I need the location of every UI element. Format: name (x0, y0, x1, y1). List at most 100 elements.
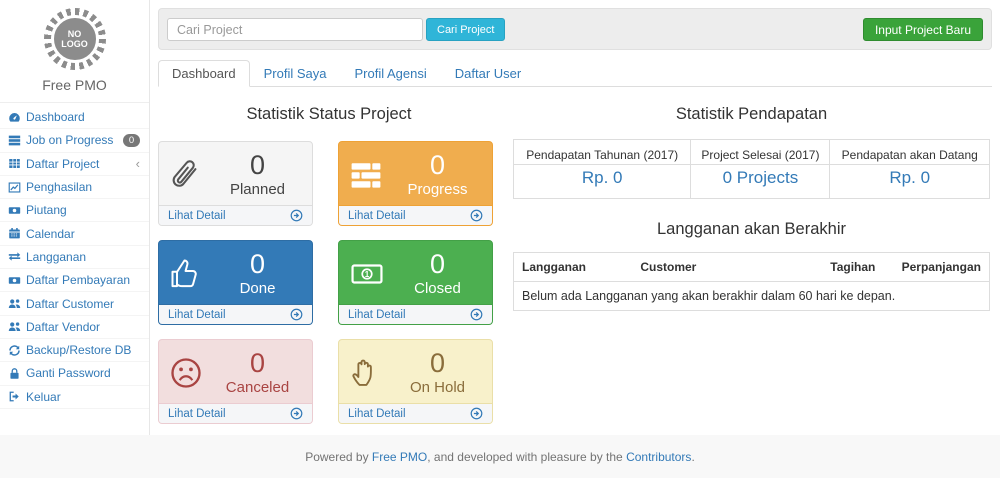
subscription-header-perpanjangan: Perpanjangan (893, 252, 990, 282)
done-detail-link[interactable]: Lihat Detail (159, 304, 312, 324)
sidebar-item-daftar-project[interactable]: Daftar Project ‹ (0, 153, 149, 176)
status-section: Statistik Status Project 0 Planned Lihat… (158, 97, 500, 424)
canceled-label: Canceled (225, 378, 290, 396)
income-yearly-value-link[interactable]: Rp. 0 (581, 168, 623, 187)
card-on-hold-body: 0 On Hold (339, 340, 492, 403)
sidebar-item-label: Backup/Restore DB (26, 343, 132, 358)
sidebar-item-langganan[interactable]: Langganan (0, 246, 149, 270)
sidebar-item-label: Job on Progress (26, 133, 114, 148)
canceled-detail-link[interactable]: Lihat Detail (159, 403, 312, 423)
subscription-header-tagihan: Tagihan (822, 252, 894, 282)
sidebar-item-label: Langganan (26, 249, 87, 264)
done-label: Done (239, 279, 276, 297)
canceled-count: 0 (249, 348, 266, 379)
sign-out-icon (9, 391, 19, 402)
planned-detail-link[interactable]: Lihat Detail (159, 205, 312, 225)
subscription-table: Langganan Customer Tagihan Perpanjangan … (513, 252, 990, 311)
card-done: 0 Done Lihat Detail (158, 240, 313, 325)
income-upcoming-value-link[interactable]: Rp. 0 (889, 168, 931, 187)
logo-area: NO LOGO Free PMO (0, 0, 149, 103)
footer-developed-by: , and developed with pleasure by the (427, 450, 627, 464)
footer-text: Powered by Free PMO, and developed with … (0, 435, 1000, 464)
card-done-body: 0 Done (159, 241, 312, 304)
canceled-detail-label: Lihat Detail (168, 407, 226, 420)
income-header-upcoming: Pendapatan akan Datang (829, 139, 990, 165)
arrow-circle-right-icon (470, 407, 483, 420)
tab-profil-agensi[interactable]: Profil Agensi (354, 66, 427, 81)
sidebar-item-keluar[interactable]: Keluar (0, 386, 149, 409)
closed-label: Closed (414, 279, 461, 297)
footer-contributors-link[interactable]: Contributors (626, 450, 692, 464)
money-icon (8, 276, 21, 284)
line-chart-icon (8, 181, 21, 193)
sidebar-item-piutang[interactable]: Piutang (0, 199, 149, 223)
sidebar-item-ganti-password[interactable]: Ganti Password (0, 362, 149, 386)
planned-label: Planned (229, 180, 286, 198)
subscription-empty-message: Belum ada Langganan yang akan berakhir d… (522, 289, 896, 303)
sidebar-item-daftar-pembayaran[interactable]: Daftar Pembayaran (0, 269, 149, 293)
users-icon (8, 322, 21, 332)
income-header-finished: Project Selesai (2017) (690, 139, 831, 165)
card-progress-stats: 0 Progress (392, 151, 483, 198)
tab-daftar-user[interactable]: Daftar User (454, 66, 522, 81)
tab-dashboard[interactable]: Dashboard (158, 60, 250, 87)
progress-detail-link[interactable]: Lihat Detail (339, 205, 492, 225)
subscription-header-customer: Customer (632, 252, 823, 282)
planned-detail-label: Lihat Detail (168, 209, 226, 222)
page-footer: Powered by Free PMO, and developed with … (0, 435, 1000, 478)
card-canceled-body: 0 Canceled (159, 340, 312, 403)
paperclip-icon (168, 155, 212, 195)
subscription-section-title: Langganan akan Berakhir (657, 220, 846, 238)
closed-detail-link[interactable]: Lihat Detail (339, 304, 492, 324)
sidebar-item-dashboard[interactable]: Dashboard (0, 106, 149, 130)
tab-bar: Dashboard Profil Saya Profil Agensi Daft… (158, 60, 992, 87)
income-finished-value-link[interactable]: 0 Projects (722, 168, 799, 187)
card-closed: 1 0 Closed Lihat Detail (338, 240, 493, 325)
sidebar-item-penghasilan[interactable]: Penghasilan (0, 176, 149, 200)
refresh-icon (9, 344, 20, 356)
card-planned-body: 0 Planned (159, 142, 312, 205)
card-on-hold-stats: 0 On Hold (392, 349, 483, 396)
card-planned: 0 Planned Lihat Detail (158, 141, 313, 226)
on-hold-label: On Hold (409, 378, 466, 396)
card-closed-stats: 0 Closed (392, 250, 483, 297)
sidebar-item-label: Daftar Pembayaran (26, 273, 131, 288)
card-canceled-stats: 0 Canceled (212, 348, 303, 396)
sidebar-item-daftar-vendor[interactable]: Daftar Vendor (0, 316, 149, 339)
sidebar-item-label: Penghasilan (26, 180, 93, 195)
subscription-empty-row: Belum ada Langganan yang akan berakhir d… (514, 282, 990, 311)
no-logo-badge: NO LOGO (50, 15, 99, 63)
progress-detail-label: Lihat Detail (348, 209, 406, 222)
card-on-hold: 0 On Hold Lihat Detail (338, 339, 493, 424)
footer-free-pmo-link[interactable]: Free PMO (371, 450, 428, 464)
card-done-stats: 0 Done (212, 249, 303, 297)
search-button[interactable]: Cari Project (426, 18, 506, 41)
progress-label: Progress (407, 180, 468, 198)
tab-profil-saya[interactable]: Profil Saya (263, 66, 327, 81)
sidebar-item-job-on-progress[interactable]: Job on Progress 0 (0, 129, 149, 153)
card-canceled: 0 Canceled Lihat Detail (158, 339, 313, 424)
statistics-section: Statistik Pendapatan Pendapatan Tahunan … (512, 97, 990, 311)
on-hold-detail-link[interactable]: Lihat Detail (339, 403, 492, 423)
sidebar-item-calendar[interactable]: Calendar (0, 222, 149, 246)
users-icon (8, 299, 21, 308)
subscription-header-row: Langganan Customer Tagihan Perpanjangan (513, 252, 990, 282)
sidebar: NO LOGO Free PMO Dashboard Job on Progre… (0, 0, 150, 435)
thumbs-up-icon (168, 256, 212, 292)
tasks-icon (8, 135, 21, 146)
footer-powered-by: Powered by (305, 450, 372, 464)
arrow-circle-right-icon (290, 209, 303, 222)
planned-count: 0 (249, 150, 266, 181)
sidebar-item-label: Daftar Project (26, 156, 100, 171)
income-section-title: Statistik Pendapatan (675, 105, 828, 123)
sidebar-item-daftar-customer[interactable]: Daftar Customer (0, 292, 149, 316)
dashboard-icon (9, 112, 20, 122)
done-count: 0 (249, 249, 266, 280)
new-project-button[interactable]: Input Project Baru (862, 18, 983, 41)
search-input[interactable] (167, 18, 423, 41)
hand-icon (348, 354, 392, 392)
job-count-badge: 0 (123, 133, 140, 147)
sidebar-item-label: Piutang (26, 203, 67, 218)
income-value-row: Rp. 0 0 Projects Rp. 0 (512, 164, 990, 199)
sidebar-item-backup-restore[interactable]: Backup/Restore DB (0, 339, 149, 363)
